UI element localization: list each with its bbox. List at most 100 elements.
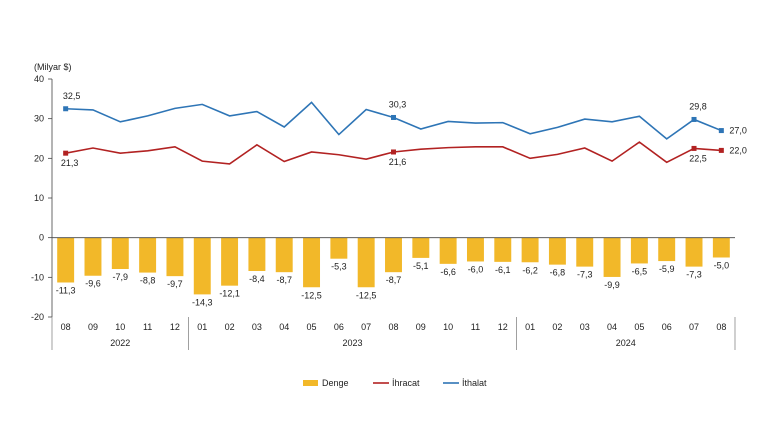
- x-tick-label: 06: [662, 322, 672, 332]
- x-tick-label: 12: [498, 322, 508, 332]
- denge-bar-label: -6,8: [550, 268, 566, 278]
- x-tick-label: 04: [279, 322, 289, 332]
- ihracat-marker: [63, 150, 69, 156]
- denge-bar-label: -6,6: [440, 267, 456, 277]
- x-tick-label: 02: [552, 322, 562, 332]
- denge-bar: [494, 237, 512, 262]
- ithalat-marker: [691, 116, 697, 122]
- ithalat-marker: [391, 114, 396, 120]
- denge-bar-label: -5,1: [413, 261, 429, 271]
- ihracat-value-label: 21,6: [389, 157, 407, 167]
- ihracat-value-label: 22,5: [689, 153, 707, 163]
- denge-bar: [275, 237, 293, 273]
- x-tick-label: 10: [115, 322, 125, 332]
- denge-bars: -11,3-9,6-7,9 -8,8 -9,7-14,3-12,1-8,4 -8,7-…: [56, 237, 730, 307]
- denge-bar-label: -14,3: [192, 297, 213, 307]
- x-tick-label: 10: [443, 322, 453, 332]
- x-tick-label: 01: [525, 322, 535, 332]
- x-tick-label: 11: [471, 322, 480, 332]
- denge-bar: [466, 237, 484, 262]
- denge-bar: [412, 237, 430, 258]
- denge-bar-label: -9,7: [167, 279, 183, 289]
- denge-bar: [630, 237, 648, 264]
- x-tick-label: 05: [634, 322, 644, 332]
- x-tick-label: 03: [580, 322, 590, 332]
- denge-bar-label: -6,0: [468, 264, 484, 274]
- x-tick-label: 04: [607, 322, 617, 332]
- denge-bar: [548, 237, 566, 265]
- denge-bar-label: -6,2: [522, 265, 538, 275]
- legend-swatch-bar: [303, 380, 318, 386]
- denge-bar-label: -12,5: [301, 290, 322, 300]
- ithalat-value-label: 32,5: [63, 91, 81, 101]
- y-tick-label: 0: [39, 233, 44, 243]
- denge-bar: [84, 237, 102, 276]
- x-tick-label: 01: [197, 322, 207, 332]
- line-series: 21,3 21,6 22,5 22,0 32,5 30,3 29,8 27,0: [61, 91, 747, 168]
- year-label: 2022: [110, 338, 130, 348]
- denge-bar: [576, 237, 594, 267]
- denge-bar-label: -9,6: [85, 279, 101, 289]
- denge-bar: [111, 237, 129, 270]
- legend-label: Denge: [322, 378, 349, 388]
- denge-bar-label: -9,9: [604, 280, 620, 290]
- y-tick-label: -20: [31, 312, 44, 322]
- denge-bar-label: -12,5: [356, 290, 377, 300]
- x-tick-label: 05: [307, 322, 317, 332]
- ihracat-marker: [691, 145, 697, 151]
- denge-bar: [685, 237, 703, 267]
- x-tick-label: 06: [334, 322, 344, 332]
- ihracat-marker: [718, 147, 724, 153]
- denge-bar-label: -6,1: [495, 265, 511, 275]
- x-tick-label: 07: [689, 322, 699, 332]
- y-tick-label: -10: [31, 272, 44, 282]
- denge-bar-label: -7,3: [577, 270, 593, 280]
- denge-bar: [139, 237, 157, 273]
- ithalat-value-label: 27,0: [729, 126, 747, 136]
- denge-bar: [357, 237, 375, 288]
- x-tick-label: 08: [716, 322, 726, 332]
- ihracat-marker: [391, 149, 396, 155]
- ithalat-value-label: 29,8: [689, 101, 707, 111]
- denge-bar-label: -5,9: [659, 264, 675, 274]
- legend-label: İhracat: [392, 378, 420, 388]
- denge-bar: [330, 237, 348, 259]
- ihracat-value-label: 21,3: [61, 158, 79, 168]
- ithalat-value-label: 30,3: [389, 99, 407, 109]
- denge-bar: [221, 237, 239, 286]
- denge-bar: [658, 237, 676, 262]
- denge-bar-label: -5,3: [331, 262, 347, 272]
- denge-bar: [303, 237, 321, 288]
- x-tick-label: 08: [61, 322, 71, 332]
- y-tick-label: 20: [34, 153, 44, 163]
- y-axis-title: (Milyar $): [34, 62, 72, 72]
- x-tick-label: 08: [388, 322, 398, 332]
- legend: Denge İhracat İthalat: [303, 378, 487, 388]
- denge-bar-label: -12,1: [219, 289, 240, 299]
- x-tick-label: 09: [88, 322, 98, 332]
- y-tick-label: 10: [34, 193, 44, 203]
- y-tick-label: 40: [34, 74, 44, 84]
- denge-bar: [166, 237, 184, 277]
- denge-bar: [193, 237, 211, 295]
- ithalat-marker: [63, 106, 69, 112]
- x-tick-label: 12: [170, 322, 180, 332]
- x-tick-label: 09: [416, 322, 426, 332]
- x-axis: 08 09 10 11 12 01 02 03 04 05 06 07 08 09 10 11 12 01 02 03…: [51, 237, 736, 350]
- denge-bar-label: -8,7: [276, 275, 292, 285]
- ihracat-value-label: 22,0: [729, 145, 747, 155]
- x-tick-label: 07: [361, 322, 371, 332]
- year-label: 2023: [343, 338, 363, 348]
- denge-bar: [603, 237, 621, 277]
- denge-bar: [385, 237, 402, 273]
- x-tick-label: 11: [143, 322, 152, 332]
- x-tick-label: 02: [225, 322, 235, 332]
- year-label: 2024: [616, 338, 636, 348]
- denge-bar-label: -8,4: [249, 274, 265, 284]
- denge-bar: [439, 237, 457, 264]
- y-tick-label: 30: [34, 114, 44, 124]
- denge-bar: [57, 237, 75, 283]
- denge-bar-label: -11,3: [56, 285, 76, 295]
- denge-bar-label: -8,7: [386, 275, 402, 285]
